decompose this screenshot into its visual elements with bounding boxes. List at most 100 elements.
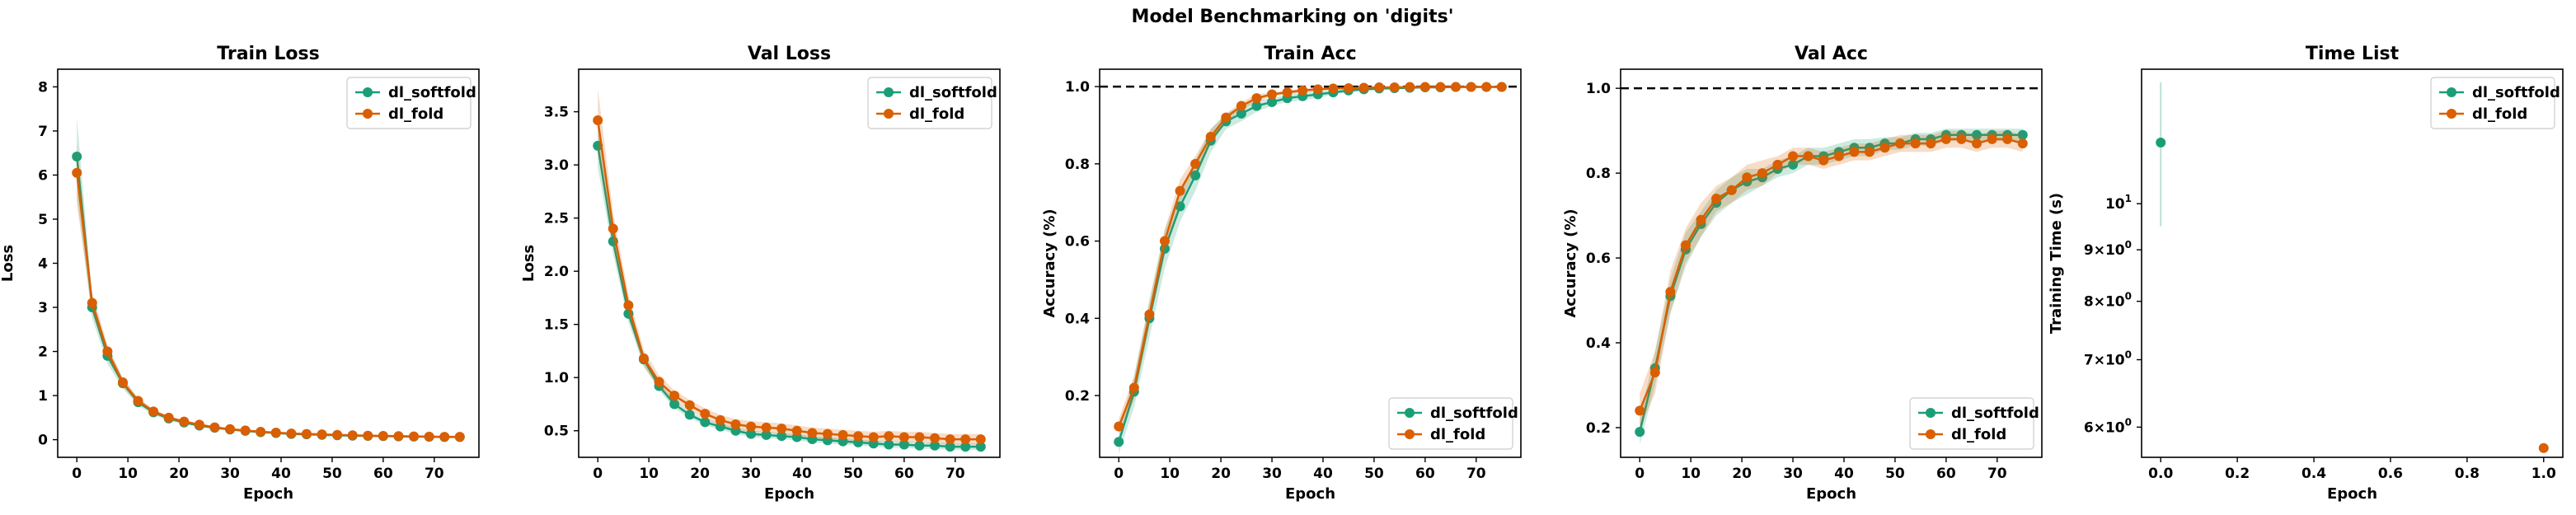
- data-point: [654, 377, 664, 387]
- legend-marker: [2447, 87, 2456, 97]
- series-dl_softfold: [2156, 82, 2166, 227]
- data-point: [1190, 158, 1201, 169]
- data-point: [777, 424, 787, 434]
- x-tick-label: 50: [1885, 466, 1905, 482]
- x-tick-label: 70: [945, 466, 965, 482]
- data-point: [2156, 138, 2166, 148]
- y-axis-label: Loss: [520, 245, 537, 282]
- data-point: [715, 414, 725, 425]
- legend-label: dl_softfold: [909, 84, 997, 101]
- series-dl_softfold: [593, 124, 986, 452]
- x-tick-label: 0.2: [2225, 466, 2250, 482]
- data-point: [593, 115, 603, 125]
- x-axis-label: Epoch: [1285, 485, 1335, 503]
- data-point: [884, 439, 894, 450]
- data-point: [899, 439, 909, 450]
- legend-marker: [363, 87, 373, 97]
- data-point: [1635, 405, 1645, 416]
- y-tick-label: 3.0: [544, 157, 569, 174]
- data-point: [669, 399, 680, 410]
- y-tick-label: 1.5: [544, 317, 569, 334]
- x-axis-label: Epoch: [1806, 485, 1856, 503]
- x-tick-label: 30: [220, 466, 240, 482]
- data-point: [1144, 309, 1155, 320]
- y-tick-label: 0.6: [1065, 234, 1090, 250]
- y-tick-label: 9×100: [2084, 239, 2132, 259]
- data-point: [1635, 427, 1645, 438]
- legend: dl_softfold dl_fold: [1388, 397, 1518, 450]
- data-point: [930, 433, 941, 443]
- data-point: [179, 416, 190, 427]
- data-point: [791, 425, 802, 436]
- data-point: [439, 432, 450, 442]
- data-point: [1818, 155, 1829, 166]
- data-point: [424, 431, 434, 442]
- x-tick-label: 50: [322, 466, 342, 482]
- data-point: [684, 400, 695, 410]
- x-tick-label: 50: [843, 466, 863, 482]
- data-point: [1405, 82, 1415, 92]
- data-point: [1956, 133, 1967, 144]
- y-tick-label: 3.5: [544, 105, 569, 121]
- data-point: [1251, 93, 1262, 104]
- legend: dl_softfold dl_fold: [346, 77, 476, 129]
- panel-title: Time List: [2306, 44, 2400, 64]
- x-tick-label: 0.4: [2302, 466, 2326, 482]
- data-point: [1466, 82, 1476, 92]
- x-tick-label: 40: [792, 466, 812, 482]
- data-point: [746, 421, 757, 432]
- axes-frame: [1620, 68, 2043, 458]
- x-axis-label: Epoch: [764, 485, 814, 503]
- legend-label: dl_softfold: [1430, 405, 1518, 422]
- x-tick-label: 0: [1114, 466, 1124, 482]
- y-tick-label: 6: [38, 167, 48, 184]
- legend-marker: [1926, 429, 1936, 439]
- x-tick-label: 0: [593, 466, 603, 482]
- y-axis-label: Loss: [0, 245, 16, 282]
- y-tick-label: 8×100: [2084, 291, 2132, 311]
- data-point: [1864, 147, 1875, 157]
- legend-marker: [1405, 429, 1415, 439]
- data-point: [2017, 138, 2028, 149]
- data-point: [148, 406, 159, 417]
- data-point: [1205, 132, 1216, 143]
- legend-marker: [884, 87, 894, 97]
- data-point: [761, 429, 772, 440]
- chart-panel-5: Time List 0.0 0.2 0.4 0.6 0.8 1.0 6×100 7×100 8×1…: [2048, 44, 2564, 503]
- data-point: [225, 424, 236, 434]
- chart-panel-4: Val Acc 0 10 20 30 40 50 60 70 0.2 0.4 0.6 0.8 1.0 Epo…: [1562, 44, 2043, 503]
- data-point: [1972, 138, 1982, 149]
- data-point: [1940, 133, 1951, 144]
- data-point: [87, 297, 97, 308]
- legend-label: dl_softfold: [388, 84, 476, 101]
- x-axis-label: Epoch: [2327, 485, 2377, 503]
- data-point: [409, 431, 420, 442]
- y-tick-label: 2.0: [544, 264, 569, 280]
- data-point: [286, 428, 297, 439]
- data-point: [1772, 159, 1783, 170]
- data-point: [1451, 82, 1462, 92]
- legend-marker: [1926, 408, 1936, 418]
- data-point: [209, 422, 220, 433]
- x-tick-label: 20: [169, 466, 189, 482]
- data-point: [256, 426, 266, 437]
- data-point: [1910, 138, 1921, 149]
- data-point: [1895, 138, 1906, 149]
- data-point: [868, 432, 879, 442]
- data-point: [1987, 133, 1997, 144]
- data-point: [347, 430, 358, 441]
- legend-box: [867, 77, 992, 129]
- x-tick-label: 70: [1466, 466, 1486, 482]
- data-point: [2002, 133, 2013, 144]
- data-point: [1849, 147, 1860, 157]
- data-point: [838, 429, 848, 440]
- data-point: [1328, 83, 1339, 94]
- data-point: [700, 409, 711, 419]
- x-tick-label: 40: [271, 466, 291, 482]
- panel-title: Val Loss: [748, 44, 831, 64]
- data-point: [1358, 82, 1369, 93]
- data-point: [72, 151, 82, 162]
- data-point: [1726, 185, 1737, 195]
- x-tick-label: 30: [1783, 466, 1803, 482]
